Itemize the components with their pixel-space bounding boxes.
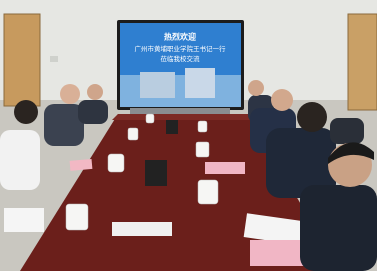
person — [0, 130, 40, 190]
table-edge — [112, 114, 252, 120]
paper — [112, 222, 172, 236]
cup — [198, 180, 218, 204]
screen-building — [185, 68, 215, 98]
screen-heading: 热烈欢迎 — [164, 32, 196, 42]
person — [78, 100, 108, 124]
person-head — [87, 84, 103, 100]
cup — [108, 154, 124, 172]
person-head — [248, 80, 264, 96]
person-head — [60, 84, 80, 104]
tissue-box — [166, 120, 178, 134]
door-right — [348, 14, 377, 110]
screen-line: 莅临我校交流 — [161, 54, 201, 63]
cup — [196, 142, 209, 157]
page: 热烈欢迎 广州市黄埔职业学院王书记一行 莅临我校交流 — [0, 0, 377, 271]
paper — [70, 159, 93, 171]
cup — [146, 114, 154, 123]
person-head — [14, 100, 38, 124]
cup — [198, 121, 207, 132]
screen-building — [140, 72, 175, 98]
paper — [205, 162, 245, 174]
person — [300, 185, 377, 271]
tissue-box — [145, 160, 167, 186]
person-head — [297, 102, 327, 132]
photo: 热烈欢迎 广州市黄埔职业学院王书记一行 莅临我校交流 — [0, 0, 377, 271]
door-left — [4, 14, 40, 106]
screen-buildings — [120, 75, 241, 107]
screen-line: 广州市黄埔职业学院王书记一行 — [135, 44, 227, 53]
cup — [128, 128, 138, 140]
cup — [66, 204, 88, 230]
chair — [330, 118, 364, 144]
tv-stand — [130, 108, 230, 114]
paper — [4, 208, 44, 232]
switch — [50, 56, 58, 62]
person-head — [271, 89, 293, 111]
